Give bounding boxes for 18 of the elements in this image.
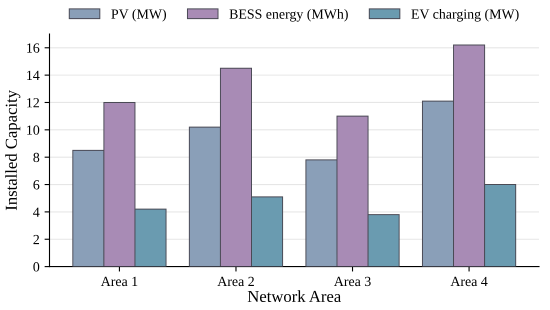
y-tick-label: 12 (27, 98, 40, 108)
y-tick-label: 6 (33, 180, 40, 190)
y-tick-label: 16 (27, 43, 40, 53)
x-tick-label: Area 4 (450, 276, 488, 286)
legend-label: BESS energy (MWh) (230, 8, 348, 22)
legend-label: PV (MW) (111, 8, 166, 22)
y-axis-title: Installed Capacity (5, 90, 20, 210)
legend-label: EV charging (MW) (411, 8, 519, 22)
x-tick-label: Area 2 (217, 276, 254, 286)
y-tick-label: 8 (33, 152, 40, 162)
y-tick-label: 10 (27, 125, 40, 135)
y-tick-label: 0 (33, 262, 40, 272)
x-tick-label: Area 3 (334, 276, 371, 286)
y-tick-label: 4 (33, 208, 40, 217)
x-axis-title: Network Area (248, 290, 341, 302)
x-tick-label: Area 1 (100, 276, 138, 286)
y-tick-label: 2 (33, 234, 40, 244)
y-tick-label: 14 (27, 70, 40, 80)
